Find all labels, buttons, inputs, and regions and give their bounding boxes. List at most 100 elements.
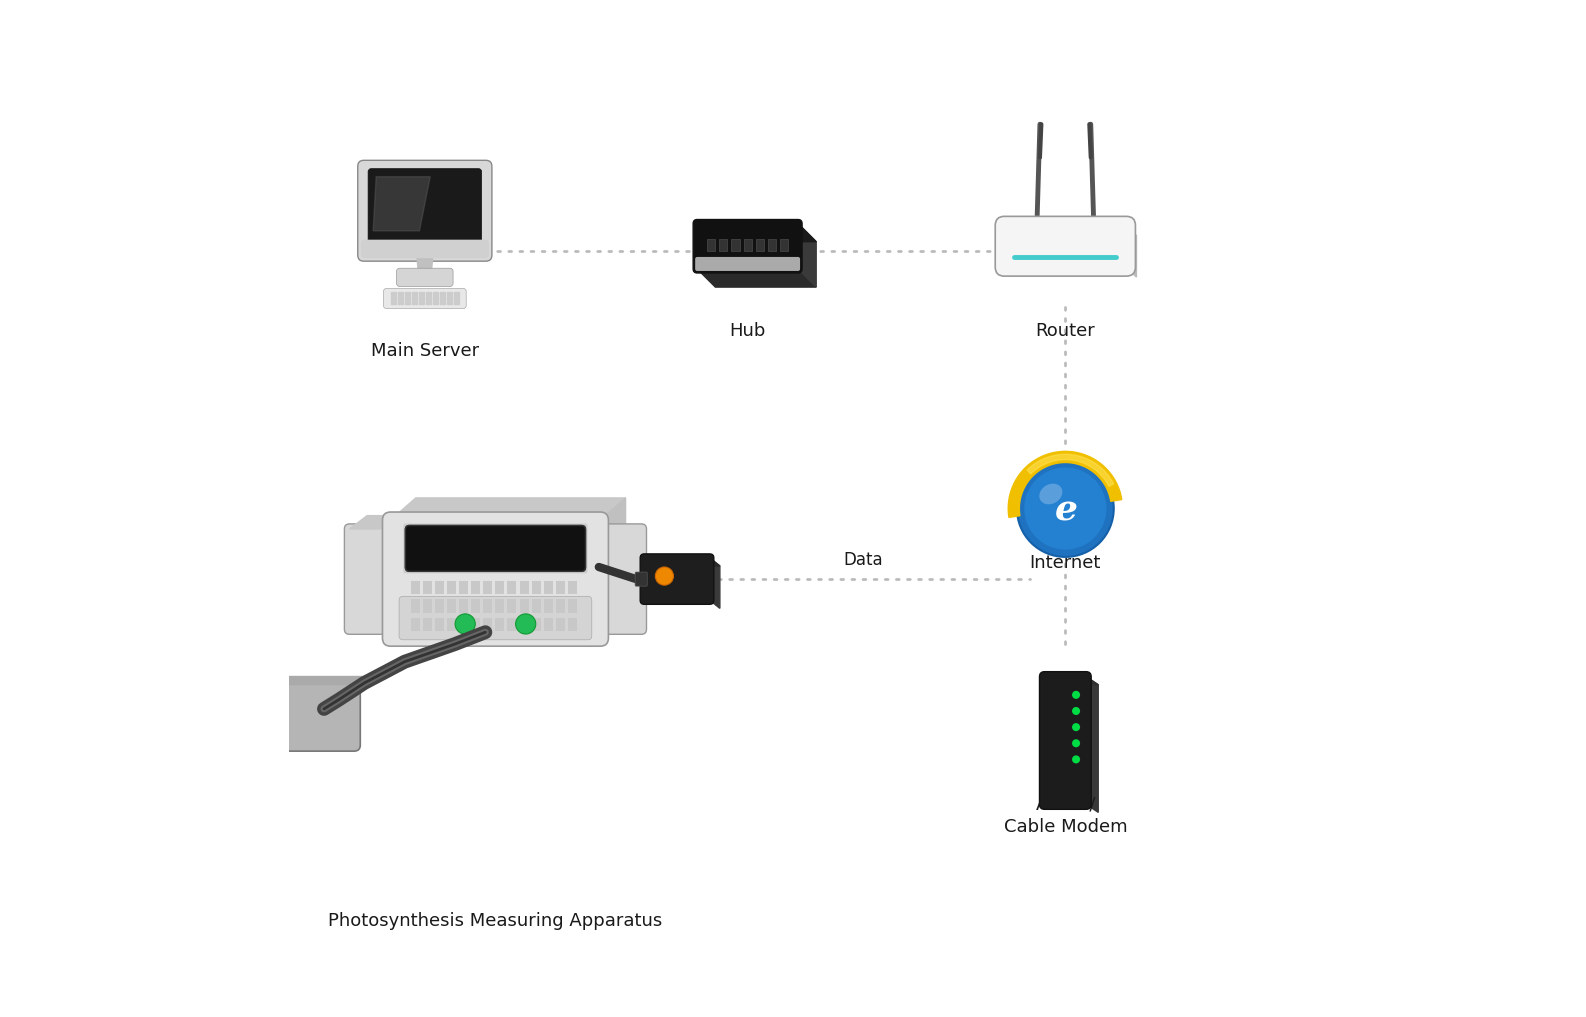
Bar — [520, 599, 528, 612]
Text: Main Server: Main Server — [371, 342, 479, 360]
FancyBboxPatch shape — [400, 596, 592, 640]
Bar — [495, 617, 504, 631]
FancyBboxPatch shape — [382, 512, 609, 646]
Bar — [531, 599, 541, 612]
Bar — [520, 582, 528, 594]
Bar — [447, 582, 457, 594]
Bar — [471, 617, 481, 631]
Bar — [544, 582, 552, 594]
Polygon shape — [644, 558, 720, 566]
Bar — [412, 293, 417, 296]
FancyBboxPatch shape — [403, 524, 587, 574]
Polygon shape — [601, 498, 625, 638]
FancyBboxPatch shape — [368, 169, 482, 244]
Bar — [531, 582, 541, 594]
Bar — [460, 617, 468, 631]
Bar — [398, 300, 403, 303]
Bar — [447, 300, 452, 303]
Circle shape — [1072, 756, 1080, 764]
Bar — [390, 297, 395, 299]
Bar — [454, 300, 458, 303]
FancyBboxPatch shape — [360, 240, 488, 258]
Bar — [454, 297, 458, 299]
Text: Router: Router — [1036, 322, 1096, 340]
Bar — [427, 300, 431, 303]
Polygon shape — [1009, 452, 1121, 518]
Bar — [439, 300, 446, 303]
Bar — [423, 582, 433, 594]
Text: Photosynthesis Measuring Apparatus: Photosynthesis Measuring Apparatus — [328, 912, 663, 930]
Bar — [404, 293, 409, 296]
Bar — [484, 582, 492, 594]
Bar — [780, 239, 788, 251]
Bar — [433, 297, 438, 299]
Bar — [531, 617, 541, 631]
FancyBboxPatch shape — [1039, 671, 1091, 810]
Polygon shape — [798, 224, 817, 287]
Bar — [412, 300, 417, 303]
Bar — [390, 300, 395, 303]
Bar — [484, 617, 492, 631]
Polygon shape — [268, 676, 370, 684]
Bar — [398, 293, 403, 296]
Text: Internet: Internet — [1029, 554, 1101, 572]
Bar — [495, 599, 504, 612]
Ellipse shape — [1039, 484, 1063, 504]
FancyBboxPatch shape — [634, 572, 647, 586]
Bar — [390, 293, 395, 296]
Bar — [520, 617, 528, 631]
Bar — [460, 582, 468, 594]
FancyBboxPatch shape — [695, 257, 799, 271]
Bar — [411, 599, 420, 612]
Polygon shape — [1126, 226, 1137, 278]
Bar — [508, 599, 517, 612]
Bar — [439, 297, 446, 299]
Bar — [435, 617, 444, 631]
FancyBboxPatch shape — [996, 217, 1136, 277]
Bar — [412, 297, 417, 299]
Bar — [555, 582, 565, 594]
Bar — [411, 582, 420, 594]
FancyBboxPatch shape — [641, 554, 714, 604]
Bar — [419, 293, 423, 296]
Text: e: e — [1055, 493, 1078, 528]
Bar — [471, 582, 481, 594]
FancyBboxPatch shape — [396, 268, 454, 287]
Bar — [731, 239, 739, 251]
Polygon shape — [698, 224, 817, 242]
Bar — [433, 293, 438, 296]
Bar — [768, 239, 776, 251]
Bar — [398, 297, 403, 299]
FancyBboxPatch shape — [693, 220, 803, 273]
Text: Hub: Hub — [730, 322, 766, 340]
Polygon shape — [711, 558, 720, 608]
Bar — [720, 239, 728, 251]
Bar — [447, 617, 457, 631]
Polygon shape — [1086, 676, 1098, 813]
Bar — [423, 599, 433, 612]
Bar — [419, 297, 423, 299]
Bar — [544, 617, 552, 631]
Bar — [555, 599, 565, 612]
Polygon shape — [698, 268, 817, 287]
Bar — [508, 617, 517, 631]
Circle shape — [1072, 707, 1080, 715]
Bar — [568, 617, 577, 631]
Bar — [447, 599, 457, 612]
Bar — [447, 293, 452, 296]
Bar — [435, 582, 444, 594]
FancyBboxPatch shape — [262, 678, 360, 752]
Text: Data: Data — [844, 551, 883, 570]
Polygon shape — [373, 177, 430, 231]
Bar — [544, 599, 552, 612]
Bar — [707, 239, 715, 251]
Bar — [471, 599, 481, 612]
Polygon shape — [390, 498, 625, 520]
Bar — [423, 617, 433, 631]
Bar — [404, 300, 409, 303]
FancyBboxPatch shape — [344, 524, 390, 635]
Bar — [435, 599, 444, 612]
Polygon shape — [349, 516, 403, 529]
Circle shape — [1072, 723, 1080, 731]
FancyBboxPatch shape — [358, 161, 492, 261]
